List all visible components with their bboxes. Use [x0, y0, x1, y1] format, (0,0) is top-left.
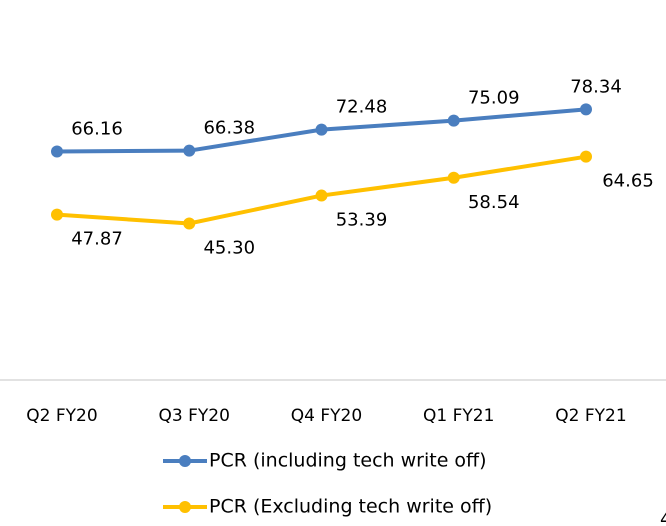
legend-marker	[179, 501, 191, 513]
data-label: 53.39	[336, 210, 388, 231]
legend-marker	[179, 455, 191, 467]
point	[183, 144, 196, 157]
x-tick-label: Q2 FY20	[26, 406, 97, 426]
data-label: 45.30	[203, 238, 255, 259]
point	[580, 103, 592, 116]
point	[447, 171, 460, 184]
point	[315, 123, 328, 136]
x-tick-label: Q2 FY21	[555, 406, 626, 426]
point	[580, 150, 592, 163]
point	[447, 114, 460, 127]
legend-label: PCR (Excluding tech write off)	[209, 496, 492, 518]
legend-label: PCR (including tech write off)	[209, 450, 487, 472]
data-label: 66.16	[71, 118, 123, 139]
point	[183, 217, 196, 230]
x-tick-label: Q3 FY20	[159, 406, 230, 426]
data-label: 75.09	[468, 88, 520, 109]
x-tick-label: Q1 FY21	[423, 406, 494, 426]
data-label: 66.38	[203, 118, 255, 139]
page-number: 4	[660, 509, 666, 526]
point	[51, 208, 63, 221]
data-label: 58.54	[468, 192, 520, 213]
x-tick-label: Q4 FY20	[291, 406, 362, 426]
data-label: 72.48	[336, 97, 388, 118]
point	[315, 189, 328, 202]
data-label: 64.65	[602, 171, 654, 192]
data-label: 47.87	[71, 229, 123, 250]
data-label: 78.34	[570, 76, 622, 97]
point	[51, 145, 63, 158]
